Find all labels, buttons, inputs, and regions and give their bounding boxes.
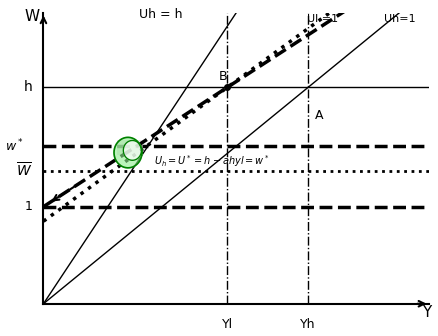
Text: Yl: Yl [221, 318, 232, 331]
Bar [117, 140, 142, 155]
Text: Uh = h: Uh = h [139, 8, 182, 21]
Text: W: W [25, 9, 40, 24]
Text: Y: Y [421, 304, 430, 320]
Polygon shape [123, 140, 141, 160]
Text: $w^*$: $w^*$ [4, 137, 23, 154]
Text: A: A [314, 109, 323, 122]
Text: $U_h=U^*=h-ahyl=w^*$: $U_h=U^*=h-ahyl=w^*$ [153, 153, 269, 169]
Text: Uh=1: Uh=1 [383, 14, 415, 24]
Text: B: B [219, 70, 227, 83]
Text: $\overline{W}$: $\overline{W}$ [16, 162, 32, 180]
Text: Ul =1: Ul =1 [307, 14, 338, 24]
Text: Yh: Yh [300, 318, 315, 331]
Text: 1: 1 [25, 200, 32, 213]
Text: h: h [24, 80, 32, 94]
Polygon shape [114, 137, 141, 168]
